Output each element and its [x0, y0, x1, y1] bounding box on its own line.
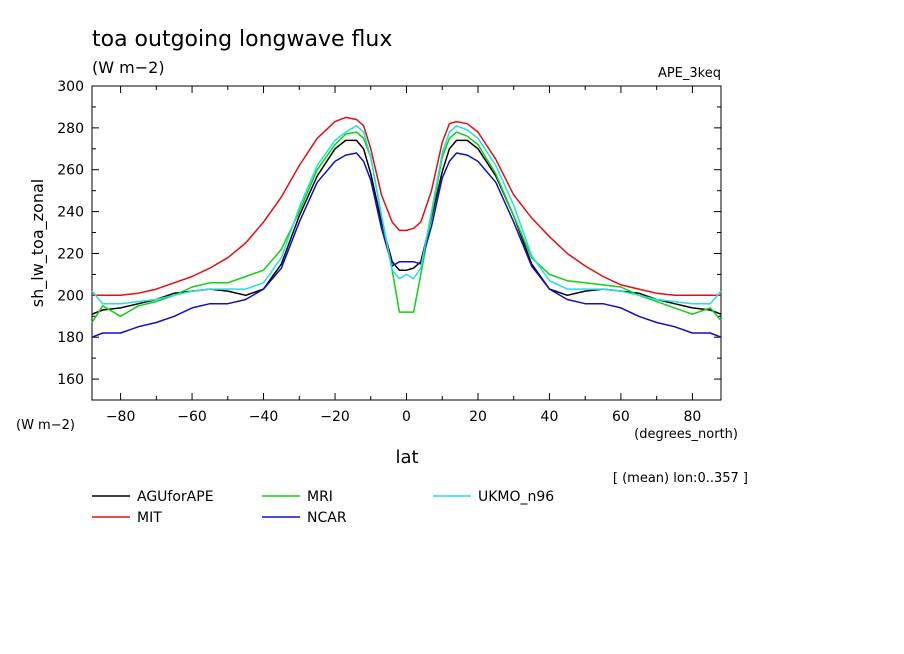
x-tick-label: −20: [320, 409, 350, 425]
x-tick-label: −60: [177, 409, 207, 425]
x-tick-label: −80: [106, 409, 136, 425]
x-tick-label: 0: [402, 409, 411, 425]
title-units: (W m−2): [92, 58, 165, 77]
series-line-mit: [92, 116, 721, 297]
y-tick-label: 220: [57, 246, 84, 262]
legend-label: UKMO_n96: [478, 489, 554, 505]
y-tick-label: 260: [57, 163, 84, 179]
x-tick-label: 80: [683, 409, 701, 425]
x-tick-label: 40: [541, 409, 559, 425]
y-tick-label: 160: [57, 372, 84, 388]
series-line-aguforape: [91, 139, 722, 315]
legend: AGUforAPE MIT MRI NCAR UKMO_n96: [92, 489, 554, 526]
series-line-ukmo_n96: [91, 125, 722, 305]
series-line-ncar: [91, 152, 722, 338]
y-tick-label: 240: [57, 205, 84, 221]
y-tick-label: 300: [57, 79, 84, 95]
legend-label: MRI: [307, 489, 333, 505]
y-tick-label: 200: [57, 288, 84, 304]
series-line-mri: [91, 131, 722, 323]
experiment-label: APE_3keq: [658, 66, 721, 81]
y-tick-label: 280: [57, 121, 84, 137]
plot-frame: [91, 85, 722, 401]
y-tick-label: 180: [57, 330, 84, 346]
chart-title: toa outgoing longwave flux: [92, 27, 392, 52]
x-tick-label: 60: [612, 409, 630, 425]
series-lines: [91, 116, 722, 338]
x-axis-label: lat: [395, 447, 418, 468]
legend-label: MIT: [137, 510, 162, 526]
legend-label: AGUforAPE: [137, 489, 214, 505]
legend-label: NCAR: [307, 510, 347, 526]
y-axis: 160 180 200 220 240 260 280 300: [57, 79, 721, 388]
x-tick-label: −40: [249, 409, 279, 425]
chart-subtitle: [ (mean) lon:0..357 ]: [613, 471, 748, 486]
x-axis-units: (degrees_north): [634, 427, 738, 442]
x-tick-label: 20: [469, 409, 487, 425]
y-axis-label: sh_lw_toa_zonal: [28, 179, 48, 307]
y-axis-units: (W m−2): [16, 418, 75, 433]
x-axis: −80 −60 −40 −20 0 20 40 60 80: [106, 86, 701, 425]
